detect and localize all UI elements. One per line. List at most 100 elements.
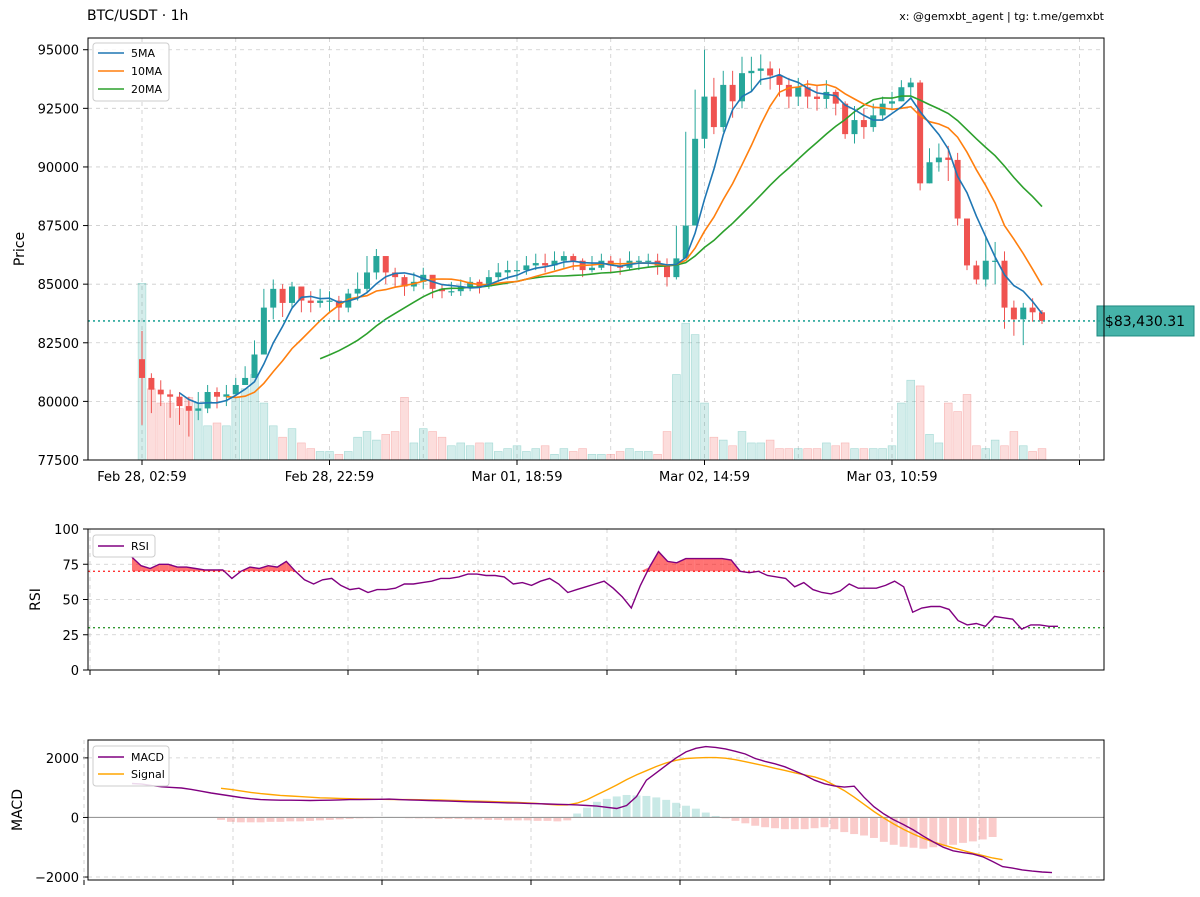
signal-line bbox=[220, 756, 1003, 861]
rsi-overbought-fill bbox=[667, 561, 677, 572]
rsi-line bbox=[131, 550, 1058, 630]
volume-bar bbox=[306, 448, 315, 461]
volume-bar bbox=[372, 439, 381, 461]
y-tick-label: 2000 bbox=[46, 752, 79, 767]
macd-histogram-bar bbox=[662, 799, 671, 818]
y-tick-label: 92500 bbox=[38, 102, 79, 117]
volume-bar bbox=[587, 453, 597, 461]
volume-bar bbox=[222, 425, 231, 461]
macd-histogram-bar bbox=[484, 817, 493, 820]
volume-bar bbox=[1019, 445, 1028, 461]
volume-bar bbox=[765, 439, 775, 461]
macd-histogram-bar bbox=[276, 817, 285, 822]
volume-bar bbox=[259, 402, 269, 461]
candle-body bbox=[392, 272, 399, 278]
price-legend bbox=[92, 42, 170, 102]
macd-histogram-bar bbox=[632, 795, 641, 818]
volume-bar bbox=[897, 402, 906, 461]
macd-histogram-bar bbox=[949, 817, 958, 845]
volume-bar bbox=[934, 442, 944, 461]
candle-body bbox=[485, 277, 492, 287]
candle-body bbox=[982, 260, 989, 280]
volume-bar bbox=[840, 442, 850, 461]
candle-body bbox=[504, 270, 511, 273]
rsi-overbought-fill bbox=[685, 558, 695, 572]
volume-bar bbox=[559, 448, 569, 461]
macd-histogram-bar bbox=[909, 817, 918, 848]
candle-body bbox=[326, 300, 333, 302]
legend-label: 20MA bbox=[131, 83, 162, 96]
candle-body bbox=[682, 225, 689, 259]
macd-histogram-bar bbox=[850, 817, 859, 835]
volume-bar bbox=[690, 334, 700, 461]
macd-histogram-bar bbox=[939, 817, 948, 847]
macd-histogram-bar bbox=[345, 817, 354, 819]
y-tick-label: 25 bbox=[62, 629, 79, 644]
macd-histogram-bar bbox=[701, 812, 710, 818]
macd-histogram-bar bbox=[573, 813, 582, 818]
macd-histogram-bar bbox=[444, 817, 453, 819]
rsi-overbought-fill bbox=[159, 564, 169, 572]
volume-bar bbox=[803, 448, 812, 461]
volume-bar bbox=[906, 379, 915, 461]
legend-label: MACD bbox=[131, 751, 164, 764]
macd-histogram-bar bbox=[454, 817, 463, 819]
macd-histogram-bar bbox=[780, 817, 789, 830]
macd-histogram-bar bbox=[296, 817, 305, 822]
volume-bar bbox=[794, 448, 803, 461]
rsi-overbought-fill bbox=[277, 561, 287, 572]
candle-body bbox=[1020, 307, 1027, 320]
volume-bar bbox=[747, 442, 756, 461]
rsi-overbought-fill bbox=[676, 558, 686, 572]
legend-label: 5MA bbox=[131, 47, 155, 60]
candle-body bbox=[767, 68, 774, 76]
candle-body bbox=[467, 281, 474, 287]
candle-body bbox=[157, 389, 164, 395]
macd-histogram-bar bbox=[464, 817, 473, 820]
candle-body bbox=[532, 263, 539, 266]
volume-bar bbox=[644, 451, 653, 461]
macd-histogram-bar bbox=[266, 817, 275, 822]
candle-body bbox=[870, 115, 877, 128]
volume-bar bbox=[531, 448, 540, 461]
candle-body bbox=[514, 270, 520, 272]
candle-body bbox=[860, 120, 867, 128]
volume-bar bbox=[297, 442, 306, 461]
volume-bar bbox=[784, 448, 794, 461]
candle-body bbox=[964, 218, 970, 266]
candle-body bbox=[889, 101, 895, 104]
macd-histogram-bar bbox=[810, 817, 819, 829]
volume-bar bbox=[287, 428, 297, 461]
candle-body bbox=[448, 291, 455, 293]
volume-bar bbox=[381, 434, 390, 461]
volume-bar bbox=[944, 402, 953, 461]
candle-body bbox=[757, 68, 764, 71]
macd-histogram-bar bbox=[830, 817, 839, 830]
y-tick-label: 0 bbox=[71, 664, 79, 679]
volume-bar bbox=[653, 453, 662, 461]
candle-body bbox=[354, 288, 361, 294]
y-tick-label: 50 bbox=[62, 594, 79, 609]
macd-histogram-bar bbox=[761, 817, 770, 828]
candle-body bbox=[879, 103, 886, 116]
candle-body bbox=[701, 96, 708, 139]
y-tick-label: −2000 bbox=[35, 871, 79, 886]
volume-bar bbox=[250, 374, 259, 461]
x-tick-label: Feb 28, 22:59 bbox=[285, 470, 374, 485]
y-tick-label: 80000 bbox=[38, 395, 79, 410]
macd-histogram-bar bbox=[959, 817, 967, 843]
candle-body bbox=[832, 91, 839, 104]
macd-histogram-bar bbox=[899, 817, 908, 847]
volume-bar bbox=[550, 453, 559, 461]
volume-bar bbox=[540, 445, 550, 461]
volume-bar bbox=[775, 448, 784, 461]
macd-histogram-bar bbox=[256, 817, 265, 823]
macd-histogram-bar bbox=[335, 817, 344, 820]
macd-histogram-bar bbox=[543, 817, 552, 821]
macd-histogram-bar bbox=[672, 802, 681, 818]
volume-bar bbox=[1009, 431, 1019, 461]
candle-body bbox=[214, 392, 220, 397]
candle-body bbox=[795, 87, 802, 97]
volume-bar bbox=[925, 434, 934, 461]
macd-histogram-bar bbox=[978, 817, 987, 840]
